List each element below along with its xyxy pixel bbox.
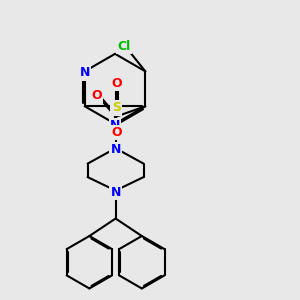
Text: N: N bbox=[110, 186, 121, 199]
Text: N: N bbox=[110, 119, 120, 132]
Text: N: N bbox=[80, 66, 90, 79]
Text: Cl: Cl bbox=[118, 40, 131, 53]
Text: O: O bbox=[91, 89, 102, 102]
Text: N: N bbox=[110, 143, 121, 156]
Text: S: S bbox=[112, 101, 121, 114]
Text: O: O bbox=[111, 126, 122, 139]
Text: O: O bbox=[111, 77, 122, 90]
